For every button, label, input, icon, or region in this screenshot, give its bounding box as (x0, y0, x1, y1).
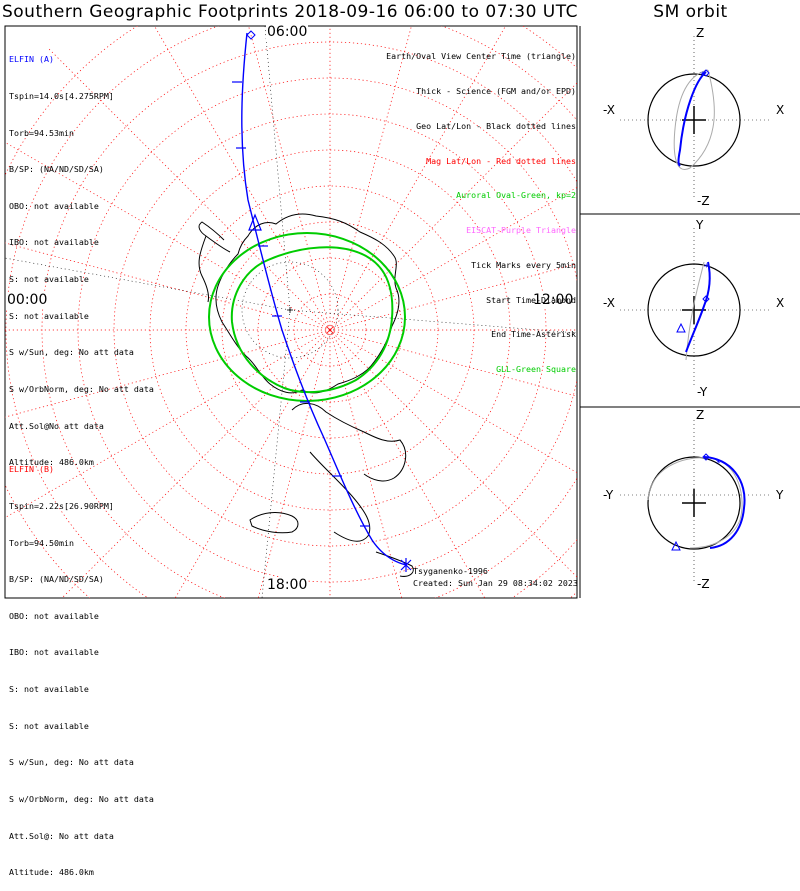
mag-longitude-line (5, 329, 331, 519)
axis-label-left: -X (603, 103, 615, 117)
mag-longitude-line (329, 26, 506, 331)
legend-item: Geo Lat/Lon - Black dotted lines (416, 120, 576, 131)
elfin-a-line: Torb=94.53min (9, 127, 74, 138)
elfin-a-line: S: not available (9, 310, 89, 321)
legend-item: Thick - Science (FGM and/or EPD) (416, 85, 576, 96)
map-legend: Earth/Oval View Center Time (triangle) T… (386, 28, 576, 387)
elfin-a-line: IBO: not available (9, 237, 99, 248)
mag-longitude-line (154, 26, 331, 331)
legend-item: Auroral Oval-Green, kp=2 (456, 190, 576, 201)
sm-orbit-panel-xz: * (620, 36, 770, 198)
elfin-a-info: ELFIN (A) Tspin=14.0s[4.275RPM] Torb=94.… (9, 29, 154, 481)
elfin-b-line: S: not available (9, 720, 89, 731)
elfin-a-line: Att.Sol@No att data (9, 420, 104, 431)
auroral-oval (208, 232, 406, 402)
svg-text:*: * (704, 263, 709, 273)
track-tick-marks (232, 81, 370, 527)
footprint-map: * * * (4, 25, 800, 599)
hour-label-right: 12:00 (532, 292, 575, 308)
elfin-b-line: OBO: not available (9, 610, 99, 621)
elfin-b-line: B/SP: (NA/ND/SD/SA) (9, 574, 104, 585)
axis-label-top: Y (696, 218, 704, 232)
mag-pole-marker (326, 326, 334, 334)
geo-pole-marker (287, 307, 293, 313)
sm-orbit-panel-xy: * (620, 228, 770, 388)
legend-item: GLL-Green Square (496, 364, 576, 375)
axis-label-right: Y (776, 488, 784, 502)
axis-label-right: X (776, 296, 785, 310)
mag-longitude-line (329, 186, 577, 331)
elfin-b-line: S w/Sun, deg: No att data (9, 757, 134, 768)
mag-longitude-line (257, 329, 331, 598)
elfin-a-line: S w/Sun, deg: No att data (9, 347, 134, 358)
sm-orbit-title: SM orbit (653, 2, 728, 22)
elfin-a-line: B/SP: (NA/ND/SD/SA) (9, 164, 104, 175)
elfin-b-name: ELFIN (B) (9, 464, 54, 475)
elfin-a-line: Tspin=14.0s[4.275RPM] (9, 91, 114, 102)
svg-text:*: * (700, 71, 705, 81)
sm-orbit-panel-yz: * (620, 420, 770, 584)
hour-label-top: 06:00 (266, 24, 309, 40)
legend-item: Mag Lat/Lon - Red dotted lines (426, 155, 576, 166)
axis-label-bottom: -Z (697, 194, 710, 208)
hour-label-left: 00:00 (6, 292, 49, 308)
geo-grid-lines (5, 26, 577, 598)
mag-longitude-line (61, 329, 331, 598)
legend-item: EISCAT-Purple Triangle (466, 225, 576, 236)
mag-longitude-line (5, 141, 331, 331)
axis-label-left: -X (603, 296, 615, 310)
coastlines (198, 213, 414, 577)
mag-longitude-line (329, 26, 412, 331)
svg-text:*: * (716, 459, 721, 469)
elfin-a-track (241, 32, 407, 566)
view-center-triangle (248, 213, 262, 231)
elfin-b-line: S w/OrbNorm, deg: No att data (9, 793, 154, 804)
end-asterisk (400, 558, 412, 572)
mag-longitude-line (329, 329, 577, 578)
mag-longitude-line (174, 329, 331, 598)
elfin-a-line: S w/OrbNorm, deg: No att data (9, 383, 154, 394)
elfin-a-name: ELFIN (A) (9, 54, 54, 65)
mag-longitude-line (46, 46, 331, 331)
legend-item: Earth/Oval View Center Time (triangle) (386, 51, 576, 62)
mag-longitude-line (5, 329, 331, 418)
mag-longitude-line (5, 242, 331, 331)
elfin-a-line: S: not available (9, 274, 89, 285)
legend-item: Start Time-Diamond (486, 294, 576, 305)
mag-longitude-line (329, 329, 577, 474)
elfin-b-line: S: not available (9, 684, 89, 695)
legend-item: End Time-Asterisk (491, 329, 576, 340)
mag-longitude-line (329, 329, 486, 598)
axis-label-top: Z (696, 408, 705, 422)
axis-label-bottom: -Y (697, 385, 708, 399)
elfin-a-line: Altitude: 486.0km (9, 457, 94, 468)
elfin-b-info: ELFIN (B) Tspin=2.22s[26.90RPM] Torb=94.… (9, 439, 154, 891)
plot-title: Southern Geographic Footprints 2018-09-1… (1, 2, 578, 22)
legend-item: Tick Marks every 5min (471, 259, 576, 270)
elfin-a-line: OBO: not available (9, 200, 99, 211)
model-credit: Tsyganenko-1996 (413, 566, 488, 576)
elfin-b-line: Altitude: 486.0km (9, 867, 94, 878)
mag-longitude-lines (5, 26, 577, 598)
axis-label-top: Z (696, 26, 705, 40)
mag-longitude-line (329, 82, 577, 331)
elfin-b-line: IBO: not available (9, 647, 99, 658)
elfin-b-line: Tspin=2.22s[26.90RPM] (9, 501, 114, 512)
elfin-b-line: Att.Sol@: No att data (9, 830, 114, 841)
axis-label-right: X (776, 103, 785, 117)
elfin-b-line: Torb=94.50min (9, 537, 74, 548)
created-timestamp: Created: Sun Jan 29 08:34:02 2023 (413, 578, 578, 588)
start-diamond (246, 30, 256, 40)
axis-label-bottom: -Z (697, 577, 710, 591)
hour-label-bottom: 18:00 (266, 577, 309, 593)
axis-label-left: -Y (603, 488, 614, 502)
mag-longitude-line (248, 26, 331, 331)
